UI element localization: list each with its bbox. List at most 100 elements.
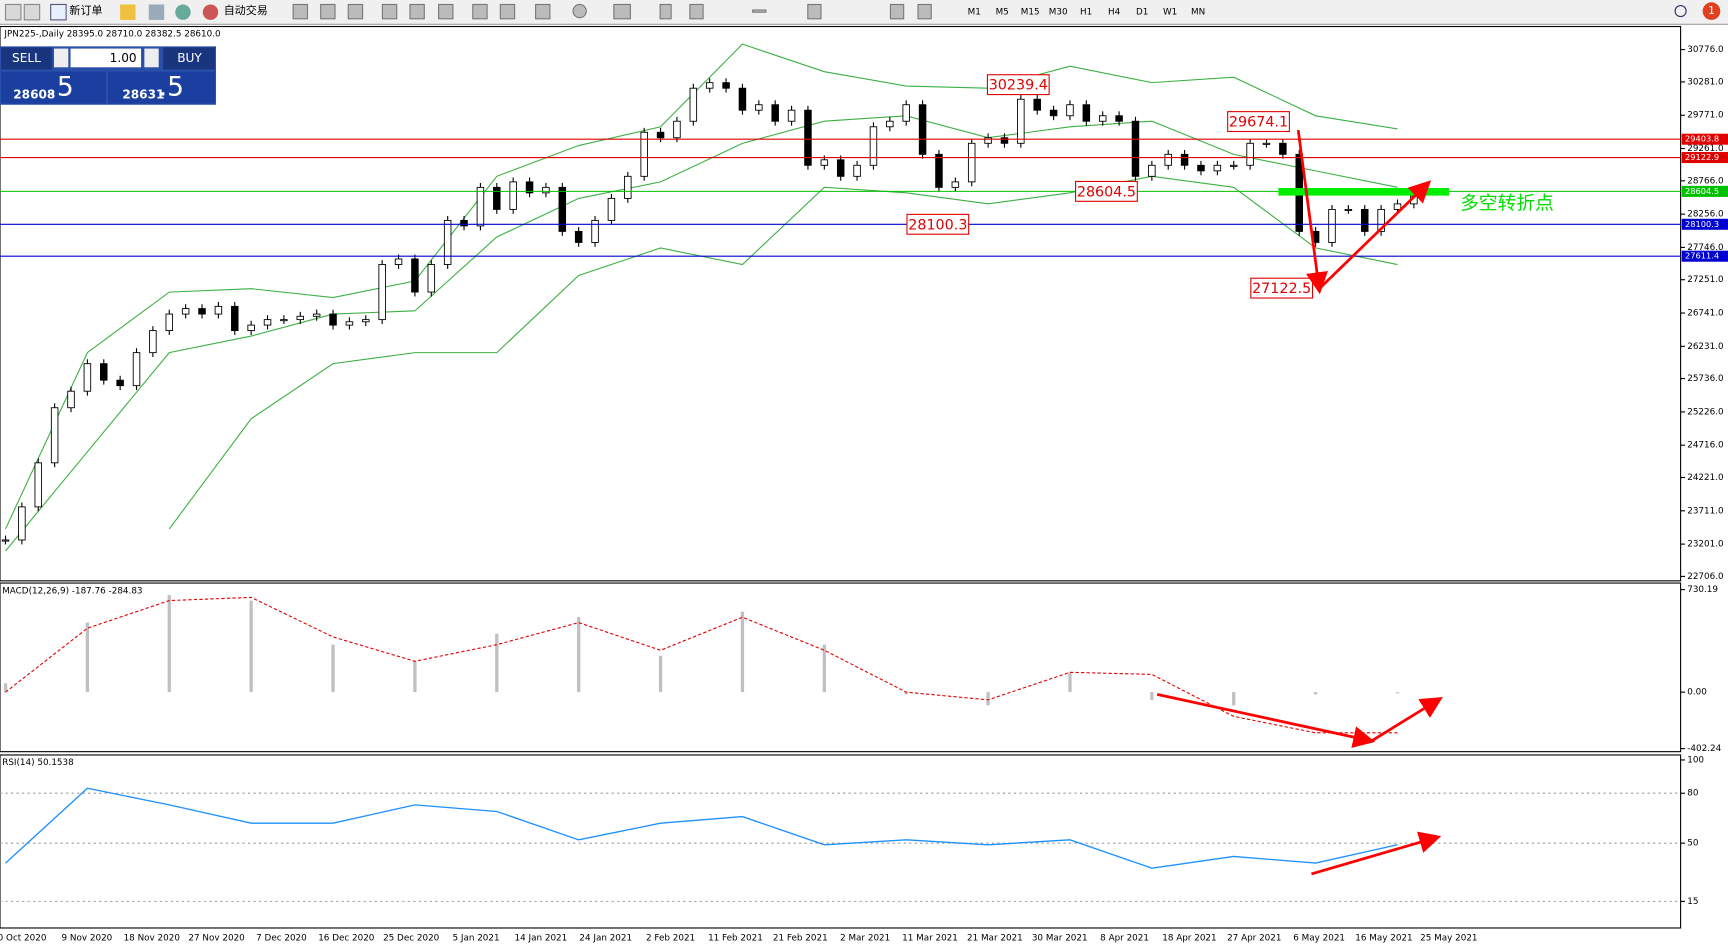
candle	[1131, 120, 1140, 177]
timeframe-button[interactable]: M15	[1021, 8, 1040, 18]
candle	[1213, 164, 1222, 172]
timeframe-button[interactable]: M30	[1049, 8, 1068, 18]
candle	[755, 104, 763, 111]
timeframe-button[interactable]: H1	[1080, 8, 1092, 18]
icon[interactable]	[120, 4, 136, 20]
periods[interactable]	[572, 3, 587, 19]
candle	[853, 164, 861, 177]
candle	[165, 313, 174, 332]
icon[interactable]	[292, 3, 309, 20]
buy-price: 28631	[122, 87, 164, 101]
auto-trading-icon[interactable]	[202, 4, 219, 20]
macd-bar	[658, 655, 663, 693]
x-tick-label: 0 Oct 2020	[0, 933, 47, 943]
x-tick-label: 25 Dec 2020	[383, 933, 440, 943]
candle	[329, 313, 337, 326]
candle	[1082, 104, 1091, 122]
bollinger-upper	[5, 43, 1398, 530]
timeframe-button[interactable]: W1	[1163, 8, 1177, 18]
cursor[interactable]	[659, 3, 672, 20]
timeframe-button[interactable]: M5	[996, 8, 1009, 18]
one-click-panel: SELL 1.00 BUY 28608 .5 28631 .5	[0, 46, 216, 105]
candle	[902, 104, 910, 122]
annotation: 28604.5	[1077, 184, 1136, 200]
chart-header: JPN225-,Daily 28395.0 28710.0 28382.5 28…	[3, 30, 221, 40]
icon[interactable]	[917, 3, 932, 20]
lots-up[interactable]	[144, 48, 159, 68]
new-order-button[interactable]: 新订单	[69, 3, 102, 17]
candle	[263, 319, 272, 326]
price-tag	[1681, 133, 1728, 145]
icon[interactable]	[472, 3, 488, 20]
annotation-box	[986, 74, 1050, 96]
y-tick-label: 29261.0	[1687, 144, 1724, 154]
macd-arrow-up[interactable]	[1371, 696, 1443, 742]
lots-down[interactable]	[54, 48, 69, 68]
candle	[378, 264, 386, 321]
candle	[918, 104, 927, 155]
candle	[722, 82, 730, 89]
timeframe-button[interactable]: D1	[1136, 8, 1148, 18]
zoom-out[interactable]	[409, 3, 425, 20]
timeframe-button[interactable]: MN	[1191, 8, 1205, 18]
macd-bar	[1395, 692, 1400, 694]
icon[interactable]	[148, 4, 165, 20]
icon[interactable]	[499, 3, 516, 20]
icon[interactable]	[175, 4, 191, 20]
candle	[231, 305, 239, 332]
candle	[345, 321, 354, 326]
macd-arrow-down[interactable]	[1156, 693, 1376, 748]
icon[interactable]	[889, 3, 905, 20]
y-tick-label: 30776.0	[1687, 45, 1724, 55]
toolbar-bg	[0, 0, 1728, 25]
candle	[1377, 208, 1385, 232]
candle	[738, 87, 747, 111]
icon[interactable]	[4, 3, 22, 21]
sell-price-box[interactable]	[1, 71, 106, 104]
arrow-down[interactable]	[1296, 129, 1328, 295]
arrow-up[interactable]	[1318, 180, 1432, 290]
buy-price-box[interactable]	[108, 71, 215, 104]
templates[interactable]	[613, 3, 631, 20]
alerts-count: 1	[1708, 4, 1715, 17]
icon[interactable]	[23, 3, 41, 21]
timeframe-button[interactable]: M1	[968, 8, 981, 18]
macd-bar	[577, 617, 581, 693]
candle	[886, 120, 894, 128]
macd-bar	[3, 683, 8, 693]
y-tick-label: 26231.0	[1687, 342, 1724, 352]
alerts-badge[interactable]	[1702, 2, 1721, 20]
candle	[1344, 208, 1353, 211]
rsi-label: RSI(14) 50.1538	[2, 758, 74, 768]
candle	[362, 319, 370, 323]
candle	[1115, 115, 1123, 122]
macd-bar	[167, 595, 171, 693]
search[interactable]	[1674, 5, 1687, 18]
icon[interactable]	[320, 3, 336, 20]
icon[interactable]	[438, 3, 454, 20]
x-tick-label: 5 Jan 2021	[452, 933, 499, 943]
candle	[198, 308, 206, 315]
icon[interactable]	[807, 3, 822, 20]
indicators[interactable]	[535, 3, 551, 20]
x-tick-label: 14 Jan 2021	[515, 933, 568, 943]
sell-button[interactable]	[1, 47, 52, 70]
zoom-in[interactable]	[381, 3, 398, 20]
pivot-label: 多空转折点	[1460, 193, 1554, 214]
new-order-icon[interactable]	[50, 3, 67, 21]
annotation: 28100.3	[908, 217, 967, 233]
candle	[181, 308, 190, 315]
timeframe-button[interactable]: H4	[1108, 8, 1121, 18]
macd-bar	[1313, 692, 1318, 695]
auto-trading-button[interactable]: 自动交易	[224, 3, 268, 17]
candle	[149, 330, 157, 354]
candle	[1000, 137, 1009, 144]
price-tag-label: 28100.3	[1685, 219, 1719, 229]
crosshair[interactable]	[689, 3, 704, 20]
icon[interactable]	[347, 3, 364, 20]
lots-input[interactable]	[70, 48, 142, 68]
buy-button[interactable]	[163, 47, 215, 70]
hline-tool[interactable]	[752, 9, 767, 13]
rsi-arrow[interactable]	[1311, 831, 1442, 876]
